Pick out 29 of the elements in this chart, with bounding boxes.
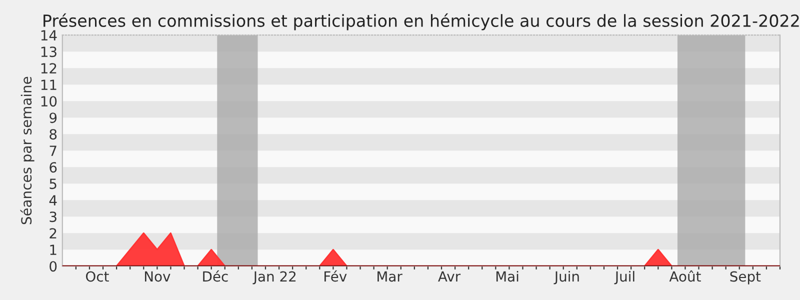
x-tick-label: Avr bbox=[438, 271, 461, 282]
y-tick-label: 7 bbox=[50, 146, 56, 156]
y-tick-label: 14 bbox=[41, 30, 57, 40]
x-tick-label: Mar bbox=[378, 271, 402, 282]
y-axis-title: Séances par semaine bbox=[20, 76, 34, 224]
y-tick-label: 13 bbox=[41, 46, 56, 58]
x-tick-label: Août bbox=[669, 270, 701, 282]
x-tick-label: Jan 22 bbox=[252, 271, 296, 284]
y-tick-label: 0 bbox=[50, 261, 57, 272]
x-tick-label: Juil bbox=[614, 270, 634, 284]
x-tick-label: Mai bbox=[496, 270, 518, 282]
y-tick-label: 2 bbox=[50, 228, 56, 238]
y-tick-label: 5 bbox=[50, 178, 56, 190]
y-tick-label: 11 bbox=[41, 80, 56, 90]
y-tick-label: 12 bbox=[41, 63, 56, 74]
y-tick-label: 9 bbox=[50, 112, 57, 124]
x-tick-label: Fév bbox=[324, 270, 347, 282]
y-tick-label: 6 bbox=[50, 162, 57, 173]
y-tick-label: 4 bbox=[49, 195, 57, 206]
x-tick-label: Nov bbox=[144, 271, 170, 282]
x-tick-label: Sept bbox=[730, 271, 761, 284]
y-tick-label: 10 bbox=[41, 96, 57, 107]
chart-title: Présences en commissions et participation en hémicycle au cours de la session 2021-2022 bbox=[44, 13, 799, 30]
y-tick-label: 1 bbox=[50, 244, 56, 255]
y-tick-label: 8 bbox=[50, 129, 57, 140]
x-tick-label: Juin bbox=[554, 270, 579, 284]
x-tick-label: Oct bbox=[86, 271, 109, 282]
x-tick-label: Déc bbox=[203, 270, 228, 282]
y-tick-label: 3 bbox=[50, 212, 56, 222]
